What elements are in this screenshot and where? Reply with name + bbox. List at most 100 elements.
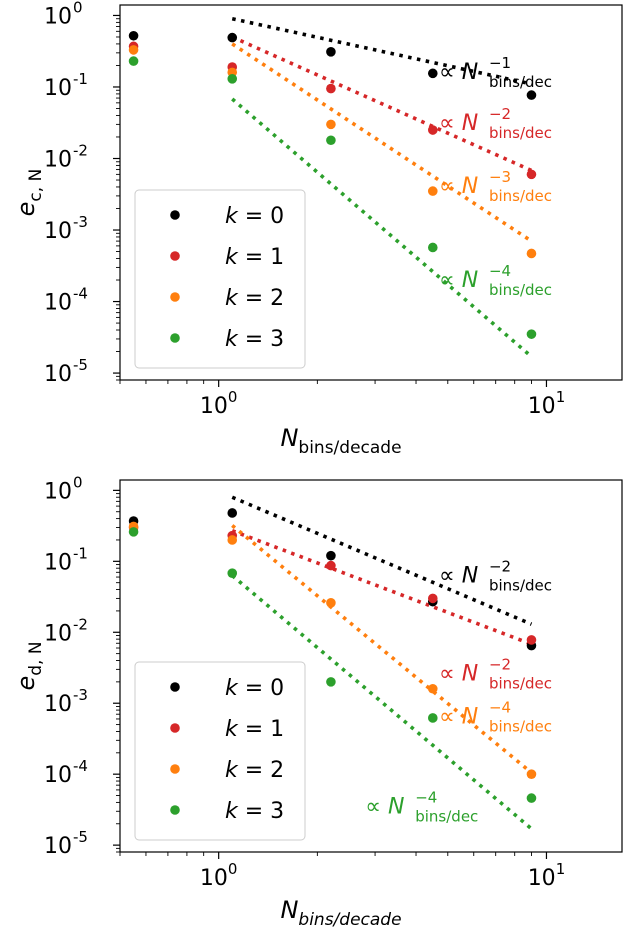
annotation-sub: bins/dec xyxy=(489,187,552,205)
y-tick-exp: -1 xyxy=(73,70,88,88)
annotation-sub: bins/dec xyxy=(489,73,552,91)
data-point-k1 xyxy=(526,635,537,645)
data-point-k3 xyxy=(326,677,336,687)
y-axis-label-sub: d, N xyxy=(26,641,46,675)
y-tick-label: 10 xyxy=(44,834,72,859)
x-tick-exp: 1 xyxy=(556,860,566,878)
y-tick-label: 10 xyxy=(44,763,72,788)
fit-line-3 xyxy=(231,97,533,358)
annotation-prefix: ∝ xyxy=(439,704,462,729)
y-axis-label-base: e xyxy=(12,202,40,217)
legend-marker-k1 xyxy=(170,251,180,261)
fit-line-1 xyxy=(231,35,533,173)
y-tick-exp: 0 xyxy=(73,473,83,491)
annotation-exp: −2 xyxy=(489,105,511,123)
legend-label-eq: = 3 xyxy=(238,327,284,352)
legend-label-k: k xyxy=(225,245,239,270)
annotation-prefix: ∝ xyxy=(439,111,462,136)
legend-label-k: k xyxy=(225,758,239,783)
legend-label-eq: = 2 xyxy=(238,758,284,783)
legend-label: k = 2 xyxy=(225,286,284,311)
y-tick-label: 10 xyxy=(44,362,72,387)
axes-frame xyxy=(119,479,623,853)
legend-label-k: k xyxy=(225,286,239,311)
x-tick-label: 100 xyxy=(200,388,238,419)
annotation-exp: −2 xyxy=(489,558,511,576)
annotation-prefix: ∝ xyxy=(439,564,462,589)
axes-frame xyxy=(119,4,623,381)
data-point-k1 xyxy=(427,593,438,604)
annotation-exp: −4 xyxy=(415,788,437,806)
slope-annotation: ∝ N −2 bins/dec xyxy=(439,655,552,692)
data-point-k2 xyxy=(526,248,537,259)
y-tick-exp: 0 xyxy=(73,0,83,16)
data-point-k3 xyxy=(227,74,238,84)
slope-annotation: ∝ N −1 bins/dec xyxy=(439,54,552,91)
y-tick-base: 10 xyxy=(44,834,72,859)
annotation-base: N xyxy=(462,704,478,729)
data-point-k0 xyxy=(326,47,336,57)
y-tick-base: 10 xyxy=(44,692,72,717)
y-tick-base: 10 xyxy=(44,4,72,29)
data-point-k2 xyxy=(427,186,438,196)
annotation-base: N xyxy=(462,661,478,686)
data-point-k3 xyxy=(227,568,238,579)
data-point-k3 xyxy=(427,713,438,723)
slope-annotation: ∝ N −4 bins/dec xyxy=(365,788,478,825)
annotation-base: N xyxy=(462,60,478,85)
legend-label-k: k xyxy=(225,799,239,824)
slope-annotation: ∝ N −2 bins/dec xyxy=(439,558,552,595)
legend-label-eq: = 1 xyxy=(238,717,284,742)
slope-annotation: ∝ N −4 bins/dec xyxy=(439,698,552,735)
legend-label: k = 0 xyxy=(225,204,284,229)
data-point-k0 xyxy=(326,550,336,561)
legend-label-k: k xyxy=(225,327,239,352)
y-tick-exp: -5 xyxy=(73,356,88,374)
y-tick-base: 10 xyxy=(44,362,72,387)
y-tick-base: 10 xyxy=(44,479,72,504)
legend-label-eq: = 1 xyxy=(238,245,284,270)
annotation-sub: bins/dec xyxy=(489,124,552,142)
data-point-k3 xyxy=(427,242,438,253)
y-tick-exp: -1 xyxy=(73,544,88,562)
y-tick-base: 10 xyxy=(44,291,72,316)
x-tick-label: 101 xyxy=(528,388,566,419)
data-point-k2 xyxy=(227,535,238,545)
legend-label: k = 1 xyxy=(225,245,284,270)
annotation-sub: bins/dec xyxy=(415,807,478,825)
annotation-exp: −4 xyxy=(489,262,511,280)
y-tick-exp: -2 xyxy=(73,615,88,633)
y-tick-exp: -3 xyxy=(73,213,88,231)
x-tick-base: 10 xyxy=(200,394,228,419)
legend-label-k: k xyxy=(225,204,239,229)
legend-box xyxy=(134,661,306,841)
legend-marker-k0 xyxy=(170,682,180,692)
data-point-k2 xyxy=(526,769,537,779)
y-tick-label: 10 xyxy=(44,147,72,172)
annotation-sub: bins/dec xyxy=(489,281,552,299)
y-tick-base: 10 xyxy=(44,147,72,172)
y-tick-base: 10 xyxy=(44,219,72,244)
legend-marker-k3 xyxy=(170,333,180,343)
y-tick-label: 10 xyxy=(44,621,72,646)
y-tick-label: 10 xyxy=(44,219,72,244)
annotation-exp: −4 xyxy=(489,698,511,716)
legend-label-eq: = 3 xyxy=(238,799,284,824)
annotation-base: N xyxy=(388,794,404,819)
data-point-k3 xyxy=(526,329,537,339)
data-point-k1 xyxy=(526,169,537,180)
data-point-k3 xyxy=(128,56,139,66)
data-point-k3 xyxy=(326,135,336,146)
data-point-k3 xyxy=(128,527,139,537)
legend-label-k: k xyxy=(225,717,239,742)
y-tick-exp: -4 xyxy=(73,285,88,303)
slope-annotation: ∝ N −3 bins/dec xyxy=(439,168,552,205)
y-tick-base: 10 xyxy=(44,76,72,101)
annotation-exp: −1 xyxy=(489,54,511,72)
y-tick-label: 10 xyxy=(44,479,72,504)
x-axis-label-sub: bins/decade xyxy=(298,438,401,458)
annotation-prefix: ∝ xyxy=(439,174,462,199)
legend-marker-k1 xyxy=(170,723,180,733)
legend-label: k = 3 xyxy=(225,327,284,352)
x-axis-label: Nbins/decade xyxy=(280,896,401,929)
